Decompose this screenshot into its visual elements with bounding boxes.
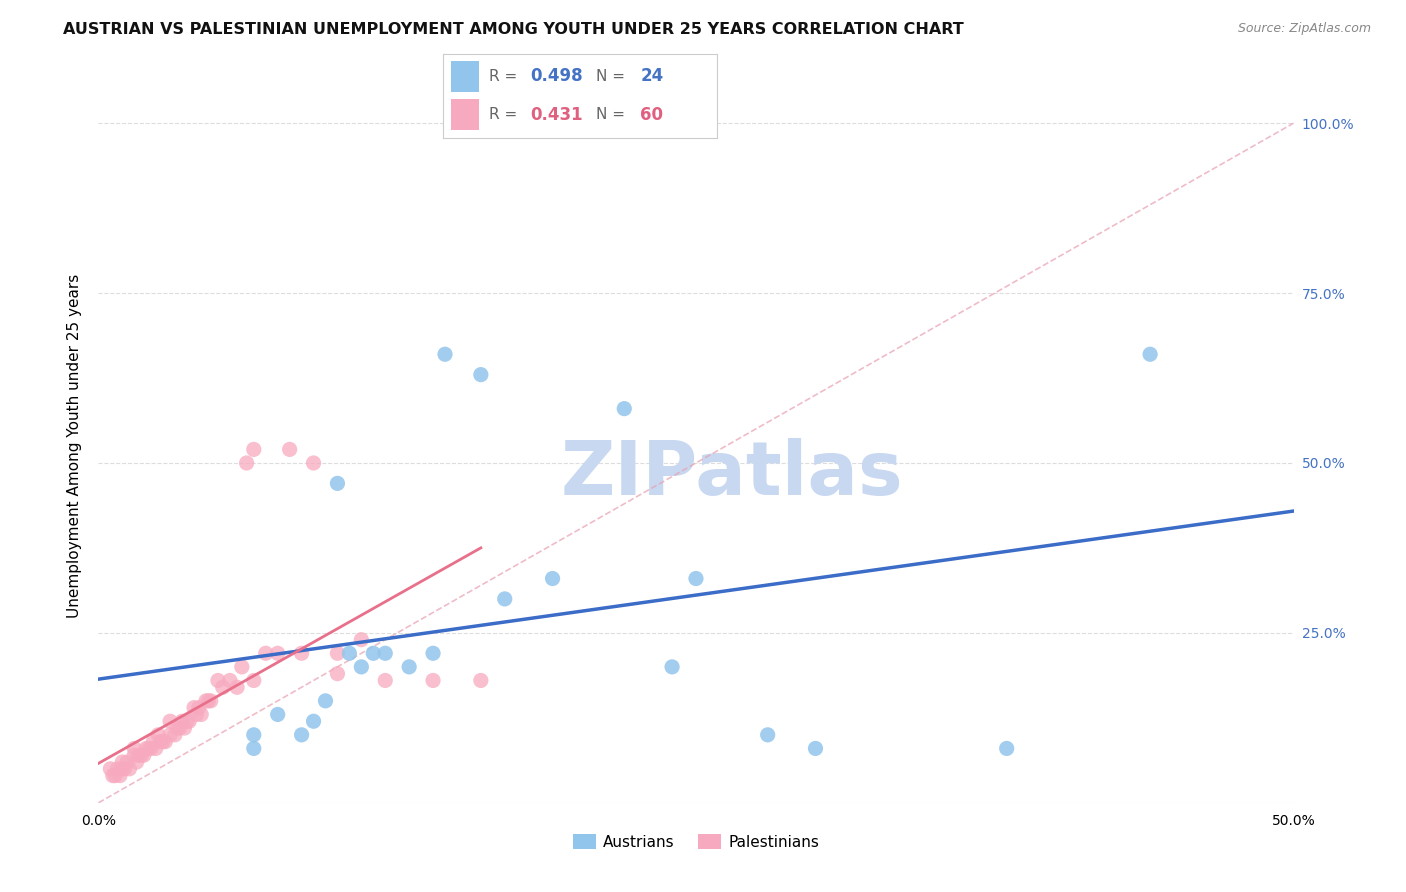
Point (804, 741, 827, 756)
Point (302, 714, 325, 729)
Text: 24: 24 (640, 68, 664, 86)
Point (138, 741, 160, 756)
Point (235, 456, 257, 470)
Point (124, 748, 146, 763)
Point (111, 755, 134, 769)
Point (172, 714, 194, 729)
Point (197, 694, 219, 708)
Point (226, 680, 249, 694)
Point (107, 762, 129, 776)
Point (422, 673, 444, 688)
Point (183, 700, 205, 714)
Text: Source: ZipAtlas.com: Source: ZipAtlas.com (1237, 22, 1371, 36)
Point (139, 741, 162, 756)
Point (159, 728, 181, 742)
Point (661, 660, 683, 674)
Y-axis label: Unemployment Among Youth under 25 years: Unemployment Among Youth under 25 years (67, 274, 83, 618)
Point (98, 762, 122, 776)
Point (114, 762, 136, 776)
Point (315, 694, 337, 708)
Point (326, 646, 349, 660)
Point (200, 694, 222, 708)
Point (195, 694, 218, 708)
Text: 60: 60 (640, 105, 664, 123)
Point (470, 368, 492, 382)
Point (187, 700, 209, 714)
Point (115, 755, 138, 769)
Point (685, 572, 707, 586)
Point (231, 660, 253, 674)
Point (173, 721, 195, 735)
Text: N =: N = (596, 69, 630, 84)
Point (243, 728, 266, 742)
Point (125, 755, 148, 769)
Point (326, 476, 349, 491)
Point (613, 401, 636, 416)
Point (159, 714, 181, 729)
Point (278, 442, 301, 457)
Text: R =: R = (489, 69, 523, 84)
FancyBboxPatch shape (451, 99, 478, 130)
Point (145, 741, 167, 756)
Point (326, 666, 349, 681)
Point (186, 707, 208, 722)
Point (169, 721, 191, 735)
Point (1139, 347, 1161, 361)
Point (350, 660, 373, 674)
Point (142, 734, 165, 748)
Text: 0.431: 0.431 (530, 105, 583, 123)
Point (135, 741, 157, 756)
Text: 0.498: 0.498 (530, 68, 583, 86)
Point (108, 769, 131, 783)
Point (339, 646, 361, 660)
Point (291, 646, 314, 660)
Point (190, 707, 212, 722)
Point (124, 741, 146, 756)
Point (149, 734, 172, 748)
Point (291, 728, 314, 742)
Point (176, 714, 198, 729)
Point (163, 728, 186, 742)
Point (207, 673, 229, 688)
Point (756, 728, 779, 742)
Point (350, 632, 373, 647)
Point (995, 741, 1018, 756)
Point (132, 748, 155, 763)
Point (219, 673, 242, 688)
Point (267, 707, 290, 722)
Text: N =: N = (596, 107, 630, 122)
Point (101, 769, 124, 783)
Point (243, 442, 266, 457)
Point (243, 673, 266, 688)
Point (363, 646, 385, 660)
Point (374, 673, 396, 688)
Point (434, 347, 457, 361)
FancyBboxPatch shape (451, 62, 478, 92)
Point (155, 734, 177, 748)
Point (267, 646, 290, 660)
Point (494, 591, 516, 606)
Point (541, 572, 564, 586)
Text: R =: R = (489, 107, 523, 122)
Point (398, 660, 420, 674)
Point (152, 734, 174, 748)
Point (128, 748, 150, 763)
Point (131, 748, 153, 763)
Point (374, 646, 396, 660)
Point (118, 762, 141, 776)
Point (148, 728, 170, 742)
Legend: Austrians, Palestinians: Austrians, Palestinians (567, 828, 825, 855)
Text: ZIPatlas: ZIPatlas (561, 438, 903, 511)
Text: AUSTRIAN VS PALESTINIAN UNEMPLOYMENT AMONG YOUTH UNDER 25 YEARS CORRELATION CHAR: AUSTRIAN VS PALESTINIAN UNEMPLOYMENT AMO… (63, 22, 965, 37)
Point (243, 741, 266, 756)
Point (166, 721, 188, 735)
Point (179, 714, 201, 729)
Point (422, 646, 444, 660)
Point (111, 762, 134, 776)
Point (211, 680, 233, 694)
Point (470, 673, 492, 688)
Point (302, 456, 325, 470)
Point (254, 646, 277, 660)
Point (104, 769, 127, 783)
